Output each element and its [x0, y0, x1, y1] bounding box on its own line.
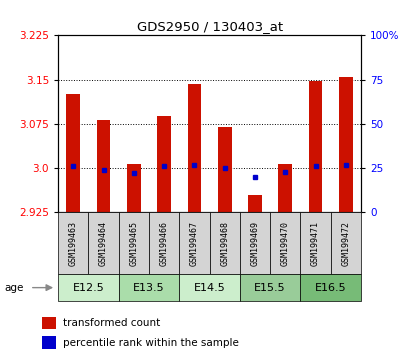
- Bar: [270, 212, 300, 274]
- Bar: [188, 84, 201, 212]
- Text: GSM199466: GSM199466: [160, 221, 168, 266]
- Bar: [149, 212, 179, 274]
- Text: E16.5: E16.5: [315, 282, 347, 293]
- Bar: [42, 317, 56, 329]
- Bar: [240, 212, 270, 274]
- Text: GSM199471: GSM199471: [311, 221, 320, 266]
- Text: GSM199470: GSM199470: [281, 221, 290, 266]
- Bar: [119, 274, 179, 301]
- Bar: [278, 164, 292, 212]
- Text: GSM199464: GSM199464: [99, 221, 108, 266]
- Bar: [88, 212, 119, 274]
- Bar: [157, 116, 171, 212]
- Text: E14.5: E14.5: [194, 282, 225, 293]
- Text: GSM199468: GSM199468: [220, 221, 229, 266]
- Title: GDS2950 / 130403_at: GDS2950 / 130403_at: [137, 20, 283, 33]
- Bar: [210, 212, 240, 274]
- Text: age: age: [4, 282, 24, 293]
- Text: GSM199472: GSM199472: [342, 221, 350, 266]
- Bar: [127, 164, 141, 212]
- Text: E15.5: E15.5: [254, 282, 286, 293]
- Bar: [66, 95, 80, 212]
- Bar: [42, 336, 56, 349]
- Text: E13.5: E13.5: [133, 282, 165, 293]
- Text: GSM199469: GSM199469: [251, 221, 259, 266]
- Bar: [58, 212, 88, 274]
- Bar: [58, 274, 119, 301]
- Bar: [300, 212, 331, 274]
- Bar: [339, 77, 353, 212]
- Bar: [331, 212, 361, 274]
- Bar: [248, 195, 262, 212]
- Bar: [218, 127, 232, 212]
- Bar: [240, 274, 300, 301]
- Bar: [179, 212, 210, 274]
- Text: GSM199465: GSM199465: [129, 221, 138, 266]
- Text: GSM199467: GSM199467: [190, 221, 199, 266]
- Text: transformed count: transformed count: [63, 318, 160, 328]
- Bar: [97, 120, 110, 212]
- Text: percentile rank within the sample: percentile rank within the sample: [63, 338, 239, 348]
- Text: GSM199463: GSM199463: [69, 221, 78, 266]
- Bar: [300, 274, 361, 301]
- Bar: [309, 81, 322, 212]
- Bar: [119, 212, 149, 274]
- Bar: [179, 274, 240, 301]
- Text: E12.5: E12.5: [73, 282, 104, 293]
